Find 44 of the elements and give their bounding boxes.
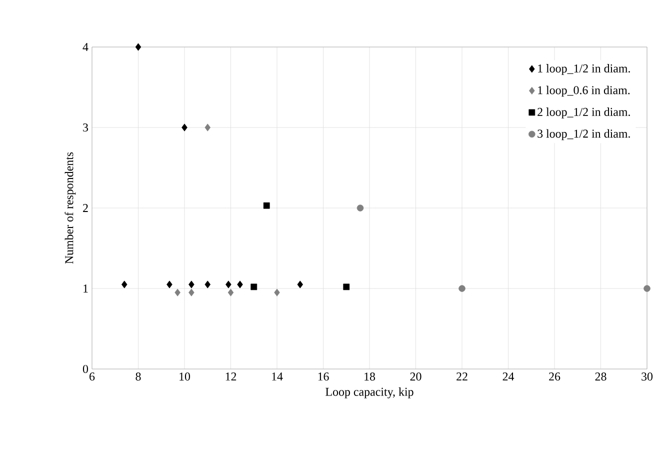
point <box>226 280 232 288</box>
x-tick-label: 22 <box>456 372 468 380</box>
x-tick-label: 12 <box>226 372 236 380</box>
y-tick-label: 3 <box>83 123 88 132</box>
y-tick-label: 2 <box>83 204 88 212</box>
x-tick-label: 18 <box>364 372 376 381</box>
x-tick-label: 26 <box>549 372 560 381</box>
x-axis-title: Loop capacity, kip <box>326 387 414 398</box>
point <box>204 124 211 132</box>
point <box>297 280 304 288</box>
x-tick-label: 8 <box>136 372 141 381</box>
point <box>356 204 364 212</box>
point <box>228 288 234 296</box>
x-tick-label: 10 <box>180 372 190 381</box>
x-tick-label: 24 <box>502 372 514 380</box>
point <box>135 43 142 51</box>
point <box>188 288 194 296</box>
point <box>188 280 194 288</box>
legend-label: 3 loop_1/2 in diam. <box>538 129 630 140</box>
point <box>250 284 258 290</box>
x-tick-label: 20 <box>410 372 422 381</box>
x-tick-label: 16 <box>318 372 329 381</box>
legend-label: 1 loop_0.6 in diam. <box>538 86 630 97</box>
x-tick-label: 6 <box>90 372 95 381</box>
y-tick-label: 0 <box>82 364 88 374</box>
x-tick-label: 14 <box>272 372 283 380</box>
point <box>263 202 270 209</box>
point <box>182 124 188 132</box>
point <box>204 280 211 288</box>
point <box>458 285 466 292</box>
legend-label: 2 loop_1/2 in diam. <box>538 108 630 118</box>
point <box>274 288 280 296</box>
y-axis-title: Number of respondents <box>64 152 76 264</box>
point <box>237 280 243 288</box>
y-tick-label: 1 <box>84 284 88 292</box>
point <box>174 288 180 296</box>
point <box>121 280 128 288</box>
y-tick-label: 4 <box>82 43 88 51</box>
point <box>166 280 172 288</box>
legend-label: 1 loop_1/2 in diam. <box>538 64 630 75</box>
x-tick-label: 30 <box>642 372 653 381</box>
x-tick-label: 28 <box>595 372 606 381</box>
point <box>644 285 650 292</box>
point <box>343 284 350 290</box>
